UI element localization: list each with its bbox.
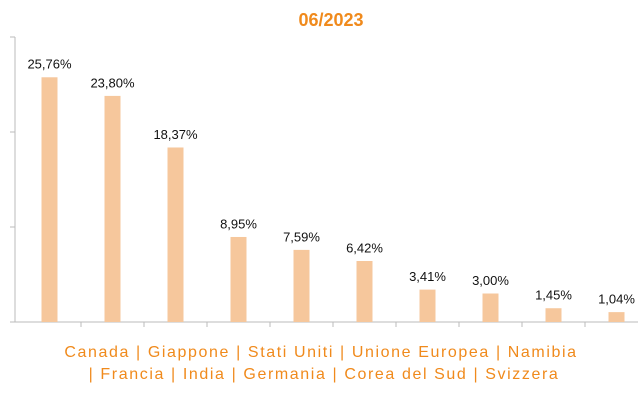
- bar: [419, 289, 436, 322]
- category-label: Unione Europea: [334, 344, 490, 361]
- value-label: 8,95%: [220, 216, 257, 231]
- category-label: Stati Uniti: [230, 344, 334, 361]
- value-label: 3,00%: [472, 273, 509, 288]
- bar: [104, 95, 121, 323]
- value-label: 18,37%: [153, 127, 198, 142]
- category-label: Giappone: [130, 344, 230, 361]
- category-label: Corea del Sud: [326, 366, 467, 383]
- value-label: 23,80%: [90, 75, 135, 90]
- category-list: CanadaGiapponeStati UnitiUnione EuropeaN…: [40, 342, 602, 386]
- bar: [482, 293, 499, 322]
- category-label: Francia: [83, 366, 165, 383]
- category-label: Germania: [226, 366, 327, 383]
- bar: [608, 312, 625, 322]
- value-label: 1,45%: [535, 288, 572, 303]
- chart-title: 06/2023: [298, 10, 363, 30]
- value-label: 25,76%: [27, 57, 72, 72]
- value-label: 3,41%: [409, 269, 446, 284]
- category-label: India: [165, 366, 226, 383]
- bar: [545, 308, 562, 322]
- bar: [356, 261, 373, 322]
- category-label: Svizzera: [467, 366, 559, 383]
- chart: 06/2023 25,76% 23,80% 18,37% 8,95% 7,59% 6,42…: [10, 10, 638, 327]
- value-label: 6,42%: [346, 240, 383, 255]
- bar: [293, 249, 310, 322]
- value-label: 1,04%: [598, 292, 635, 307]
- bar: [41, 77, 58, 322]
- bar: [230, 236, 247, 322]
- category-label: Canada: [64, 344, 130, 361]
- value-label: 7,59%: [283, 229, 320, 244]
- bar: [167, 147, 184, 322]
- category-label: Namibia: [490, 344, 578, 361]
